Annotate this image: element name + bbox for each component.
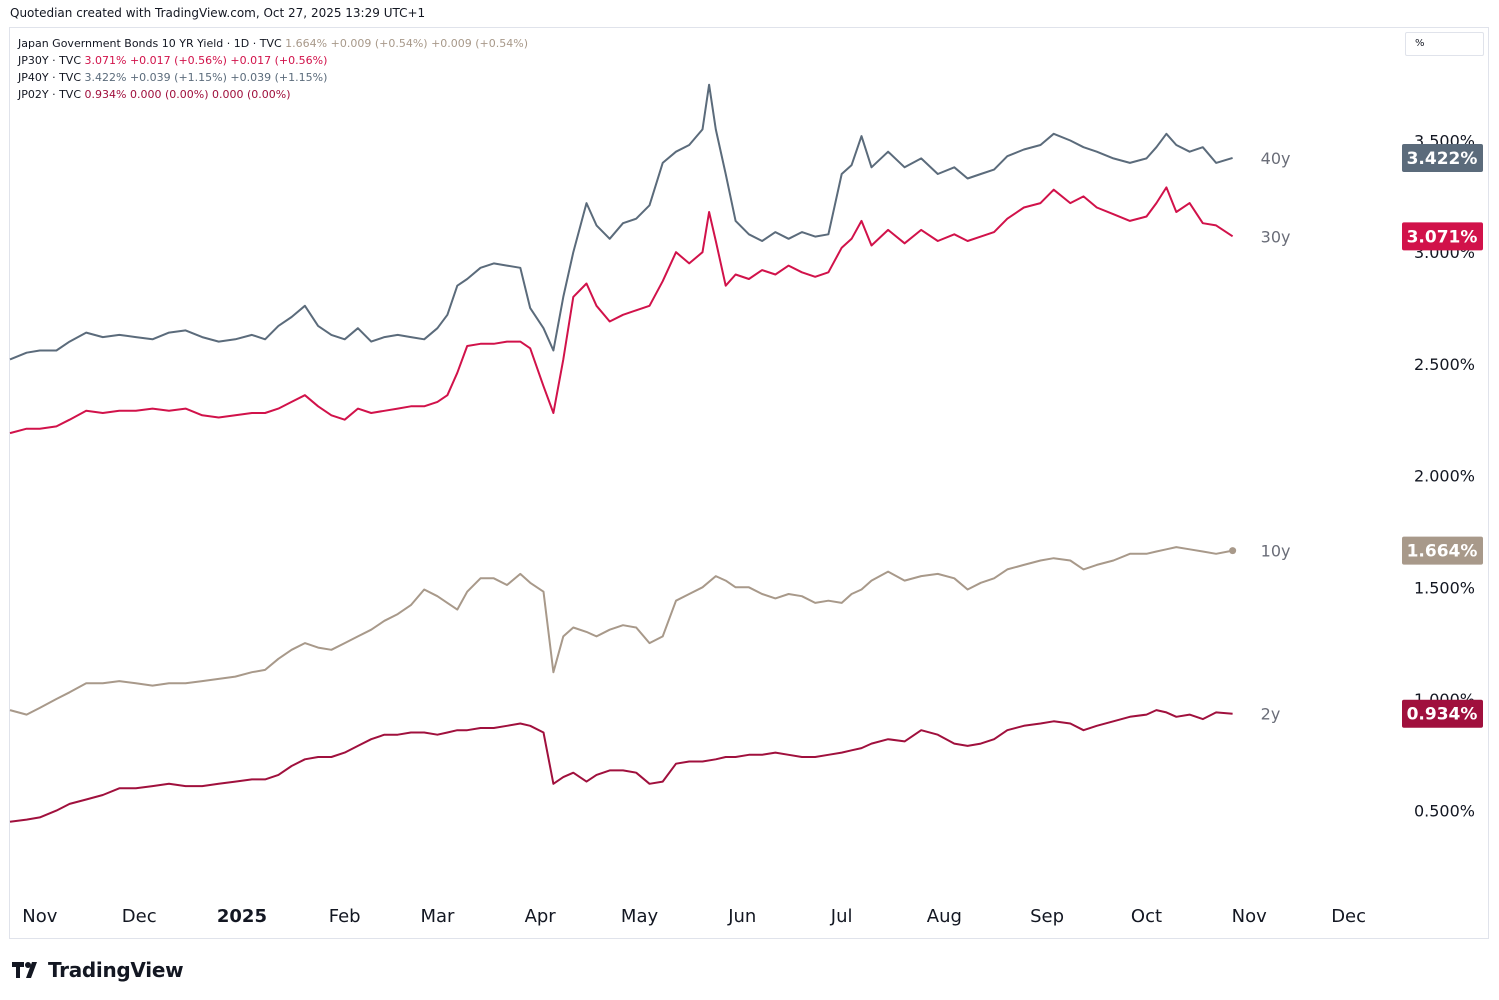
x-tick-label: 2025 (217, 906, 267, 927)
price-badge-10y: 1.664% (1402, 536, 1483, 565)
series-label-30y: 30y (1261, 227, 1291, 246)
legend-name: JP30Y · TVC (18, 54, 82, 67)
legend-value: 3.422% (84, 71, 127, 84)
tradingview-logo[interactable]: TradingView (12, 958, 184, 982)
legend-change-2: +0.009 (+0.54%) (431, 37, 529, 50)
y-tick-label: 0.500% (1414, 802, 1475, 821)
price-badge-40y: 3.422% (1402, 143, 1483, 172)
price-badge-text: 3.071% (1407, 227, 1478, 247)
legend-change: +0.009 (+0.54%) (330, 37, 428, 50)
x-tick-label: May (621, 906, 659, 927)
price-badge-bg (1402, 699, 1483, 728)
series-line-10y[interactable] (9, 546, 1233, 716)
x-tick-label: Oct (1131, 906, 1162, 927)
brand-name: TradingView (48, 958, 184, 982)
x-tick-label: Nov (22, 906, 57, 927)
series-label-40y: 40y (1261, 149, 1291, 168)
x-tick-label: Apr (525, 906, 557, 927)
x-tick-label: Aug (927, 906, 962, 927)
legend-change: 0.000 (0.00%) (129, 88, 209, 101)
legend-change: +0.017 (+0.56%) (129, 54, 227, 67)
legend-name: JP40Y · TVC (18, 71, 82, 84)
y-tick-label: 2.500% (1414, 355, 1475, 374)
x-tick-label: Sep (1030, 906, 1064, 927)
legend-value: 3.071% (84, 54, 127, 67)
legend-change-2: 0.000 (0.00%) (211, 88, 291, 101)
price-badges: 3.422% 3.071% 1.664% 0.934% (1402, 143, 1483, 728)
series-line-2y[interactable] (9, 709, 1233, 823)
price-badge-bg (1402, 143, 1483, 172)
x-tick-label: Jun (727, 906, 756, 927)
x-axis: Nov Dec 2025 Feb Mar Apr May Jun Jul Aug Sep Oct Nov… (22, 906, 1366, 927)
legend-row-10y[interactable]: Japan Government Bonds 10 YR Yield · 1D … (18, 35, 528, 52)
tradingview-logo-icon (12, 962, 37, 978)
series-line-30y[interactable] (9, 186, 1234, 435)
legend-value: 1.664% (285, 37, 328, 50)
series-lines (9, 83, 1237, 823)
legend-change-2: +0.017 (+0.56%) (230, 54, 328, 67)
legend: Japan Government Bonds 10 YR Yield · 1D … (18, 35, 528, 103)
price-badge-30y: 3.071% (1402, 222, 1483, 251)
y-tick-label: 2.000% (1414, 467, 1475, 486)
series-labels: 40y 30y 10y 2y (1261, 149, 1291, 724)
unit-toggle-button[interactable]: % (1405, 32, 1484, 56)
legend-change: +0.039 (+1.15%) (129, 71, 227, 84)
price-badge-text: 0.934% (1407, 705, 1478, 725)
legend-row-40y[interactable]: JP40Y · TVC 3.422% +0.039 (+1.15%) +0.03… (18, 69, 528, 86)
legend-value: 0.934% (84, 88, 127, 101)
legend-row-2y[interactable]: JP02Y · TVC 0.934% 0.000 (0.00%) 0.000 (… (18, 86, 528, 103)
price-badge-text: 1.664% (1407, 542, 1478, 562)
series-line-40y[interactable] (9, 83, 1233, 361)
series-last-point-10y (1229, 547, 1237, 555)
x-tick-label: Nov (1232, 906, 1267, 927)
x-tick-label: Dec (122, 906, 157, 927)
y-axis: 0.500%1.000%1.500%2.000%2.500%3.000%3.50… (1414, 132, 1475, 821)
y-tick-label: 1.500% (1414, 578, 1475, 597)
x-tick-label: Jul (830, 906, 853, 927)
price-badge-bg (1402, 536, 1483, 565)
legend-row-30y[interactable]: JP30Y · TVC 3.071% +0.017 (+0.56%) +0.01… (18, 52, 528, 69)
legend-name: JP02Y · TVC (18, 88, 82, 101)
x-tick-label: Mar (420, 906, 455, 927)
price-badge-2y: 0.934% (1402, 699, 1483, 728)
legend-change-2: +0.039 (+1.15%) (230, 71, 328, 84)
series-label-2y: 2y (1261, 705, 1281, 724)
series-label-10y: 10y (1261, 542, 1291, 561)
chart-credit: Quotedian created with TradingView.com, … (10, 6, 426, 20)
legend-name: Japan Government Bonds 10 YR Yield · 1D … (18, 37, 282, 50)
price-badge-text: 3.422% (1407, 149, 1478, 169)
chart-frame (9, 27, 1489, 939)
x-tick-label: Feb (329, 906, 361, 927)
x-tick-label: Dec (1331, 906, 1366, 927)
price-badge-bg (1402, 222, 1483, 251)
